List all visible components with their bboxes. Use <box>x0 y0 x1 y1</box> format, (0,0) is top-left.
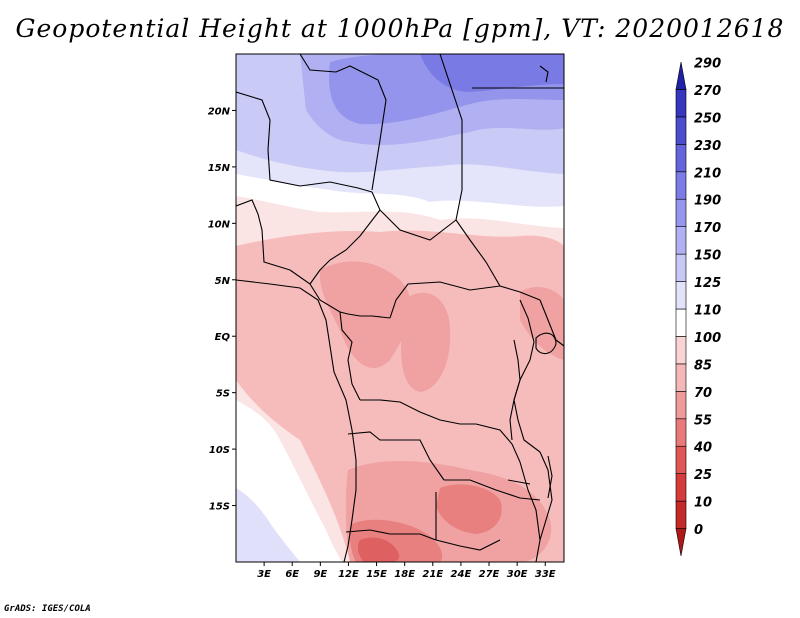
colorbar-label: 55 <box>694 413 712 428</box>
contour-band-125-sw <box>236 488 300 562</box>
colorbar-swatch <box>675 144 687 173</box>
colorbar-swatch <box>675 226 687 255</box>
lon-tick-label: 21E <box>422 569 443 580</box>
colorbar-swatch <box>675 445 687 474</box>
colorbar-swatch <box>675 89 687 118</box>
border-line <box>389 281 501 319</box>
lon-tick-label: 6E <box>285 569 299 580</box>
lon-tick-label: 15E <box>366 569 387 580</box>
border-line <box>519 461 541 541</box>
border-line <box>345 529 501 551</box>
colorbar-label: 125 <box>694 276 721 291</box>
colorbar-swatch <box>675 418 687 447</box>
border-line <box>535 451 553 562</box>
lake-victoria <box>535 332 557 355</box>
colorbar-label: 40 <box>693 441 712 456</box>
lake-tanganyika <box>509 339 521 441</box>
lat-tick-label: 5S <box>216 389 230 400</box>
colorbar-label: 270 <box>694 84 721 99</box>
lon-tick-label: 18E <box>394 569 415 580</box>
colorbar-swatch <box>675 281 687 310</box>
colorbar-label: 210 <box>694 166 721 181</box>
lake-kariba <box>507 479 531 485</box>
lon-tick-label: 30E <box>507 569 528 580</box>
contour-band-70d <box>520 286 564 360</box>
colorbar-label: 25 <box>694 468 712 483</box>
country-borders <box>236 54 564 562</box>
border-line <box>339 311 361 401</box>
colorbar-swatch <box>675 363 687 392</box>
lake-malawi <box>547 455 553 499</box>
lat-tick-label: 15N <box>208 163 231 174</box>
colorbar-swatch <box>675 528 687 557</box>
colorbar-label: 0 <box>694 523 703 538</box>
colorbar-label: 150 <box>694 249 721 264</box>
contour-fields <box>236 54 564 562</box>
colorbar-swatch <box>675 391 687 420</box>
lon-tick-label: 12E <box>338 569 359 580</box>
lon-tick-label: 27E <box>479 569 500 580</box>
border-line <box>236 91 373 193</box>
contour-band-70b <box>401 292 451 392</box>
colorbar-swatch <box>675 116 687 145</box>
lon-tick-label: 33E <box>535 569 556 580</box>
map-frame <box>235 53 565 563</box>
lat-tick-label: 20N <box>208 106 231 117</box>
colorbar-label: 230 <box>694 139 721 154</box>
colorbar-swatch <box>675 171 687 200</box>
border-line <box>444 479 541 501</box>
colorbar-swatch <box>675 336 687 365</box>
colorbar-swatch <box>675 500 687 529</box>
border-line <box>439 54 541 301</box>
colorbar-label: 250 <box>694 111 721 126</box>
border-line <box>379 209 457 241</box>
coastline <box>236 279 357 562</box>
colorbar-swatch <box>675 308 687 337</box>
lat-tick-label: 15S <box>209 502 230 513</box>
lat-tick-label: 10S <box>209 445 230 456</box>
colorbar-label: 70 <box>694 386 712 401</box>
colorbar: 0 10 25 40 55 70 85 100 110 125 150 170 190 210 230 250… <box>675 57 721 557</box>
contour-band-70 <box>319 261 411 369</box>
axis-ticks: 20N 15N 10N 5N EQ 5S 10S 15S 3E 6E 9E 12E 15E 18E 21E 2… <box>208 106 556 580</box>
lon-tick-label: 9E <box>313 569 327 580</box>
colorbar-label: 10 <box>694 496 712 511</box>
colorbar-swatch <box>675 198 687 227</box>
lon-tick-label: 24E <box>451 569 472 580</box>
lon-tick-label: 3E <box>257 569 271 580</box>
contour-band-230 <box>420 54 564 92</box>
border-line <box>347 431 445 481</box>
border-line <box>236 199 291 271</box>
border-line <box>539 299 564 347</box>
border-line <box>475 423 521 463</box>
colorbar-swatch <box>675 253 687 282</box>
colorbar-label: 100 <box>694 331 721 346</box>
border-line <box>289 269 391 319</box>
border-line <box>360 399 476 425</box>
contour-band-55b <box>436 484 502 534</box>
colorbar-label: 170 <box>694 221 721 236</box>
lat-tick-label: 10N <box>208 219 231 230</box>
lat-tick-label: 5N <box>215 276 231 287</box>
colorbar-swatch <box>675 473 687 502</box>
border-line <box>299 54 387 191</box>
colorbar-label: 85 <box>694 358 712 373</box>
colorbar-label: 290 <box>694 57 721 72</box>
colorbar-label: 190 <box>694 194 721 209</box>
chart-title: Geopotential Height at 1000hPa [gpm], VT… <box>15 14 785 43</box>
grads-credit: GrADS: IGES/COLA <box>4 604 91 614</box>
contour-band-40 <box>357 537 400 562</box>
nile-delta <box>539 65 549 83</box>
colorbar-swatch <box>675 61 687 90</box>
lat-tick-label: EQ <box>215 332 231 343</box>
colorbar-label: 110 <box>694 304 721 319</box>
